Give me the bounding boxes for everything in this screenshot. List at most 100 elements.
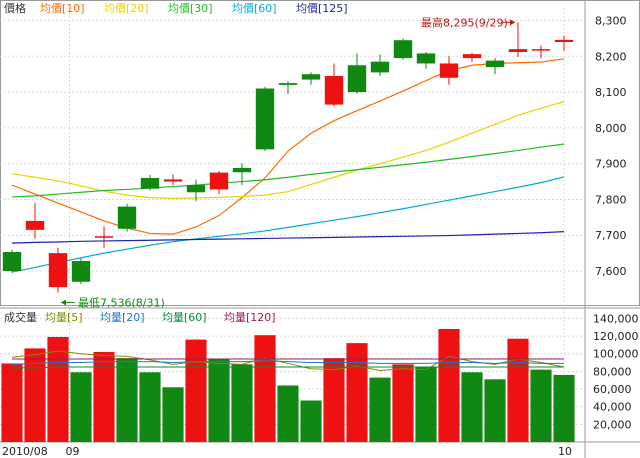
volume-bar	[300, 400, 322, 442]
candle-body	[2, 252, 22, 272]
volume-bar	[415, 366, 437, 442]
price-legend-item: 均價[125]	[296, 1, 348, 15]
volume-legend-item: 均量[5]	[45, 311, 83, 324]
candle	[2, 249, 22, 273]
candle-body	[393, 40, 413, 59]
volume-bar	[507, 338, 529, 442]
volume-bar	[231, 364, 253, 442]
price-tick-label: 8,200	[595, 50, 627, 63]
candle	[25, 203, 45, 239]
volume-bar	[553, 374, 575, 442]
candle-body	[94, 236, 114, 238]
ma-line-1	[11, 101, 565, 199]
candle	[347, 53, 367, 94]
price-legend-item: 均價[60]	[232, 1, 277, 15]
price-tick-label: 7,600	[595, 265, 627, 278]
volume-bar	[116, 358, 138, 442]
volume-tick-label: 140,000	[593, 312, 639, 325]
candle-body	[416, 53, 436, 64]
volume-ma-line-0	[11, 350, 565, 372]
volume-tick-label: 40,000	[593, 401, 632, 414]
candle	[301, 72, 321, 85]
candle-body	[554, 39, 574, 42]
candle	[232, 163, 252, 186]
candle-body	[531, 49, 551, 51]
candle	[94, 226, 114, 248]
candle-body	[232, 167, 252, 173]
candle	[117, 203, 137, 232]
candle-body	[485, 60, 505, 68]
price-legend-item: 均價[10]	[40, 1, 85, 15]
candle	[324, 63, 344, 107]
volume-bar	[254, 335, 276, 442]
candle	[186, 179, 206, 202]
price-tick-label: 8,300	[595, 15, 627, 28]
volume-ma-line-1	[11, 360, 564, 365]
candle-body	[439, 63, 459, 78]
volume-tick-label: 80,000	[593, 365, 632, 378]
candle-body	[347, 65, 367, 93]
volume-legend-item: 均量[20]	[100, 311, 145, 324]
price-legend-item: 價格	[4, 1, 26, 15]
volume-ma-line-2	[12, 366, 564, 369]
x-axis-label: 2010/08	[2, 445, 48, 458]
price-tick-label: 8,100	[595, 86, 627, 99]
price-tick-label: 8,000	[595, 122, 627, 135]
price-legend-item: 均價[20]	[104, 1, 149, 15]
volume-bar	[185, 339, 207, 442]
volume-bar	[24, 348, 46, 442]
volume-bar	[369, 377, 391, 442]
candle	[140, 175, 160, 191]
volume-legend-item: 均量[60]	[162, 311, 207, 324]
candle	[439, 56, 459, 85]
candle-body	[140, 177, 160, 189]
candle-body	[370, 61, 390, 73]
volume-bar	[277, 385, 299, 442]
price-tick-label: 7,700	[595, 229, 627, 242]
candle	[393, 38, 413, 60]
volume-tick-label: 20,000	[593, 418, 632, 431]
volume-bar	[323, 358, 345, 442]
volume-legend-item: 均量[120]	[224, 311, 276, 324]
high-arrow-head	[510, 19, 515, 26]
volume-tick-label: 100,000	[593, 348, 639, 361]
candle	[416, 52, 436, 69]
candle-body	[301, 74, 321, 80]
candle	[255, 86, 275, 152]
candle	[531, 45, 551, 59]
candle-body	[209, 172, 229, 190]
candle	[209, 170, 229, 195]
candle	[48, 247, 68, 293]
volume-bar	[93, 351, 115, 442]
volume-bar	[461, 372, 483, 442]
price-tick-label: 7,800	[595, 193, 627, 206]
high-annotation: 最高8,295(9/29)	[421, 15, 508, 29]
volume-bar	[530, 369, 552, 442]
volume-tick-label: 60,000	[593, 383, 632, 396]
candle-body	[462, 54, 482, 59]
candle-body	[324, 75, 344, 105]
volume-bar	[1, 363, 23, 442]
candle	[485, 58, 505, 75]
volume-bar	[392, 364, 414, 442]
candle	[508, 22, 528, 58]
volume-bar	[70, 372, 92, 442]
price-panel-frame	[0, 0, 640, 306]
volume-bar	[162, 387, 184, 442]
candle	[278, 81, 298, 94]
candle	[554, 35, 574, 51]
candle-body	[186, 185, 206, 193]
candle	[370, 54, 390, 76]
candle	[71, 258, 91, 285]
price-legend-item: 均價[30]	[168, 1, 213, 15]
volume-bar	[139, 372, 161, 442]
x-axis-label: 10	[558, 445, 572, 458]
x-axis-label: 09	[66, 445, 80, 458]
volume-bar	[438, 329, 460, 442]
volume-bar	[484, 379, 506, 442]
candle-body	[163, 179, 183, 182]
low-annotation: 最低7,536(8/31)	[78, 296, 165, 309]
volume-bar	[208, 359, 230, 442]
candle-body	[508, 49, 528, 53]
